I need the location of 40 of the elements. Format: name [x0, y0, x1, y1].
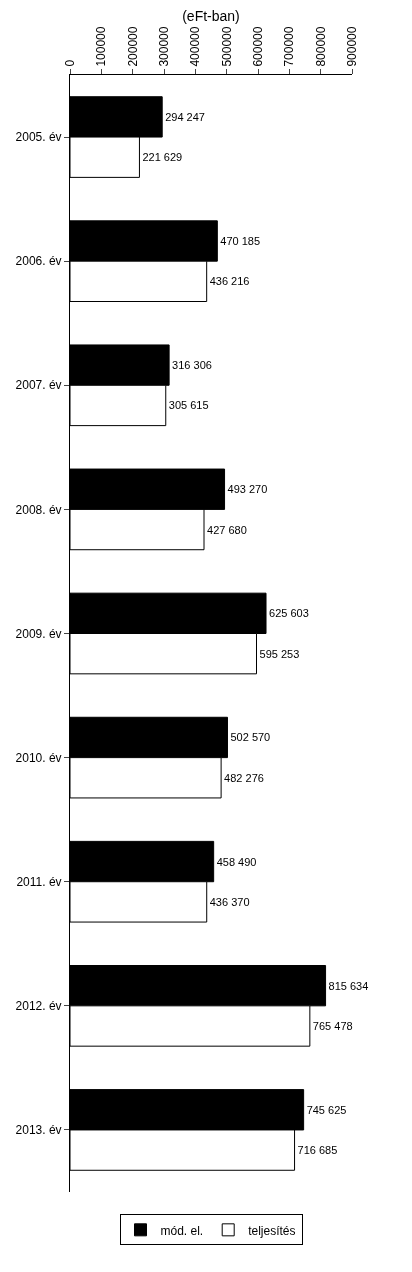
data-label: 482 276	[224, 771, 264, 784]
y-tick-label: 2006. év	[15, 254, 62, 269]
y-tick-label: 2008. év	[15, 502, 62, 517]
data-label: 470 185	[220, 235, 261, 247]
y-tick-label: 2012. év	[15, 999, 62, 1014]
x-tick-label: 600000	[250, 26, 265, 67]
y-tick-label: 2013. év	[15, 1123, 62, 1138]
y-tick-label: 2010. év	[15, 750, 62, 765]
legend-label: teljesítés	[248, 1223, 296, 1238]
x-tick-label: 300000	[156, 26, 171, 67]
y-tick-label: 2005. év	[15, 130, 62, 145]
data-label: 436 370	[209, 895, 250, 908]
data-label: 305 615	[168, 399, 209, 412]
y-tick-label: 2009. év	[15, 626, 62, 641]
data-label: 595 253	[259, 647, 300, 660]
data-label: 221 629	[142, 151, 183, 164]
data-label: 427 680	[207, 523, 247, 536]
data-label: 502 570	[230, 731, 271, 744]
x-tick-label: 800000	[313, 26, 328, 67]
x-tick-label: 0	[62, 59, 77, 67]
legend-label: mód. el.	[160, 1223, 204, 1238]
x-tick-label: 400000	[188, 26, 203, 67]
y-tick-label: 2007. év	[15, 378, 62, 393]
data-label: 316 306	[172, 359, 212, 372]
x-tick-label: 500000	[219, 26, 234, 67]
data-label: 765 478	[312, 1020, 353, 1032]
data-label: 493 270	[227, 483, 268, 496]
data-label: 294 247	[165, 110, 205, 123]
data-label: 815 634	[328, 979, 369, 992]
data-label: 458 490	[216, 855, 257, 868]
y-tick-label: 2011. év	[16, 874, 62, 889]
x-tick-label: 100000	[94, 26, 109, 67]
x-tick-label: 200000	[125, 26, 140, 67]
x-tick-label: 900000	[344, 26, 359, 67]
x-tick-label: 700000	[282, 26, 297, 67]
data-label: 716 685	[297, 1144, 338, 1157]
data-label: 745 625	[306, 1103, 347, 1116]
data-label: 625 603	[269, 607, 309, 620]
x-axis-title: (eFt-ban)	[182, 8, 240, 25]
data-label: 436 216	[209, 275, 250, 288]
